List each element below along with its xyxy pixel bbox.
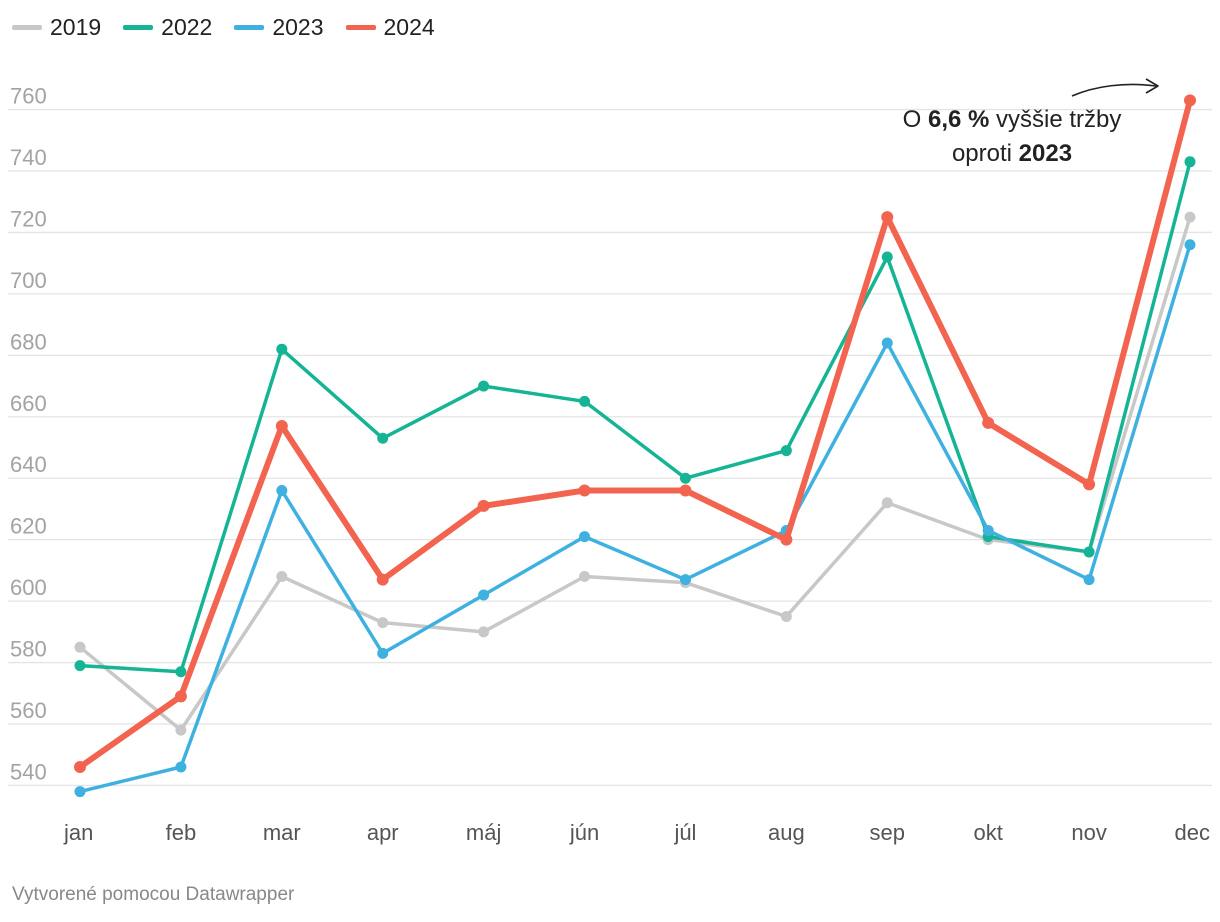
- legend-item-2023: 2023: [234, 14, 324, 41]
- x-tick-label: mar: [263, 820, 301, 845]
- data-point-2023: [1184, 239, 1196, 251]
- data-point-2024: [477, 499, 490, 512]
- legend-swatch: [234, 25, 265, 30]
- annotation-text: O: [903, 106, 928, 133]
- annotation-text: 6,6 %: [928, 106, 989, 133]
- annotation-arrowhead: [1145, 78, 1159, 94]
- data-point-2023: [679, 574, 691, 586]
- series-line-2024: [77, 97, 1193, 770]
- data-point-2022: [780, 445, 792, 457]
- chart-credit: Vytvorené pomocou Datawrapper: [12, 884, 295, 905]
- y-tick-label: 740: [10, 145, 47, 170]
- x-tick-label: aug: [768, 820, 805, 845]
- series-line-2023: [78, 242, 1192, 794]
- legend-item-2019: 2019: [12, 14, 101, 41]
- data-point-2019: [276, 571, 288, 583]
- legend-label: 2022: [161, 14, 213, 40]
- legend-item-2024: 2024: [345, 14, 435, 41]
- y-tick-label: 560: [10, 698, 47, 723]
- y-tick-label: 680: [10, 329, 47, 354]
- data-point-2024: [1184, 94, 1196, 107]
- data-point-2022: [478, 380, 490, 392]
- data-point-2023: [579, 531, 591, 543]
- chart-legend: 2019 2022 2023 2024: [12, 14, 435, 41]
- data-point-2024: [376, 573, 389, 586]
- data-point-2024: [74, 760, 86, 773]
- data-point-2022: [1083, 546, 1095, 558]
- x-tick-label: sep: [870, 820, 905, 845]
- data-point-2023: [1083, 574, 1095, 586]
- data-point-2022: [175, 666, 187, 678]
- y-tick-label: 580: [10, 637, 47, 662]
- legend-label: 2023: [272, 14, 324, 40]
- data-point-2022: [377, 432, 389, 444]
- legend-swatch: [12, 25, 42, 30]
- legend-swatch: [345, 25, 376, 30]
- y-tick-label: 540: [10, 759, 47, 784]
- x-tick-label: okt: [974, 820, 1003, 845]
- x-tick-label: júl: [673, 820, 696, 845]
- x-tick-label: nov: [1071, 820, 1106, 845]
- y-tick-label: 620: [10, 514, 47, 539]
- legend-label: 2024: [383, 14, 435, 40]
- legend-label: 2019: [50, 14, 102, 40]
- data-point-2023: [377, 647, 389, 659]
- x-tick-label: jan: [63, 820, 93, 845]
- y-tick-label: 660: [10, 391, 47, 416]
- data-point-2019: [478, 626, 490, 638]
- data-point-2019: [1184, 211, 1196, 223]
- data-point-2019: [74, 641, 86, 653]
- annotation-text: 2023: [1019, 140, 1072, 167]
- y-tick-label: 700: [10, 268, 47, 293]
- x-tick-label: feb: [166, 820, 197, 845]
- data-point-2024: [982, 416, 995, 429]
- data-point-2019: [579, 571, 591, 583]
- y-tick-label: 600: [10, 575, 47, 600]
- annotation-text: vyššie tržby: [989, 106, 1121, 133]
- y-tick-label: 720: [10, 206, 47, 231]
- y-tick-label: 640: [10, 452, 47, 477]
- data-point-2022: [679, 472, 691, 484]
- data-point-2023: [982, 524, 994, 536]
- data-point-2024: [1083, 478, 1096, 491]
- data-point-2024: [881, 211, 894, 224]
- data-point-2024: [780, 533, 793, 546]
- data-point-2022: [1184, 156, 1196, 168]
- data-point-2024: [275, 419, 288, 432]
- x-tick-label: apr: [367, 820, 399, 845]
- annotation-line-2: oproti 2023: [952, 140, 1072, 167]
- x-tick-label: jún: [569, 820, 599, 845]
- data-point-2022: [276, 343, 288, 355]
- data-point-2024: [174, 690, 187, 703]
- legend-item-2022: 2022: [123, 14, 212, 41]
- data-point-2022: [74, 660, 86, 672]
- annotation-line-1: O 6,6 % vyššie tržby: [903, 106, 1122, 133]
- data-point-2022: [881, 251, 893, 263]
- data-point-2019: [881, 497, 893, 509]
- x-tick-label: máj: [466, 820, 501, 845]
- x-tick-label: dec: [1175, 820, 1210, 845]
- data-point-2023: [175, 761, 187, 773]
- data-point-2022: [579, 395, 591, 407]
- annotation-arrow: [1071, 83, 1157, 97]
- data-point-2023: [74, 786, 86, 798]
- data-point-2019: [377, 617, 389, 629]
- annotation-text: oproti: [952, 140, 1019, 167]
- y-tick-label: 760: [10, 84, 47, 109]
- data-point-2019: [175, 724, 187, 736]
- data-point-2019: [780, 610, 792, 622]
- data-point-2024: [679, 484, 692, 497]
- data-point-2023: [276, 485, 288, 497]
- series-line-2019: [78, 215, 1192, 732]
- data-point-2023: [478, 589, 490, 601]
- data-point-2023: [881, 337, 893, 349]
- legend-swatch: [123, 25, 154, 30]
- data-point-2024: [578, 484, 591, 497]
